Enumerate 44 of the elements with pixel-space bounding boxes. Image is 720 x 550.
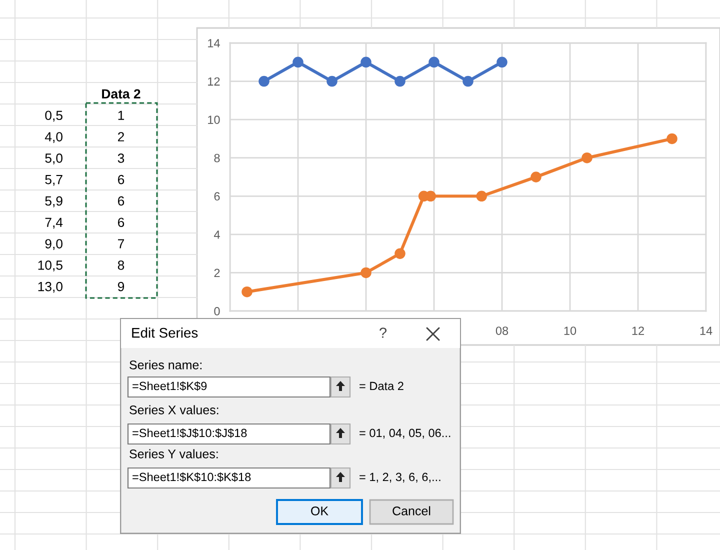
y-tick-label: 4 xyxy=(214,230,220,239)
text: Series Y values: xyxy=(130,449,218,458)
text: Series X values: xyxy=(130,405,218,414)
text: = 01, 04, 05, 06... xyxy=(360,428,450,439)
text: 5,7 xyxy=(45,175,62,186)
text: 10,5 xyxy=(38,260,62,272)
x-tick-label: 10 xyxy=(564,326,576,335)
text: =Sheet1!$K$10:$K$18 xyxy=(132,472,251,482)
text: 13,0 xyxy=(38,282,62,293)
y-tick-label: 8 xyxy=(214,154,220,162)
text: =Sheet1!$J$10:$J$18 xyxy=(132,428,247,438)
text: 3 xyxy=(118,154,124,163)
text: 7,4 xyxy=(45,218,63,229)
text: 8 xyxy=(118,260,124,270)
text: OK xyxy=(311,506,328,516)
y-tick-label: 14 xyxy=(208,39,220,48)
text: 1 xyxy=(118,110,124,120)
text: 9 xyxy=(118,282,124,292)
x-tick-label: 08 xyxy=(496,326,508,335)
text: 6 xyxy=(118,174,124,184)
text: ? xyxy=(380,328,387,338)
x-tick-label: 12 xyxy=(632,326,644,335)
text: 0,5 xyxy=(45,110,62,122)
text: 9,0 xyxy=(45,239,62,250)
y-tick-label: 0 xyxy=(214,307,220,316)
text: = Data 2 xyxy=(360,382,404,390)
x-tick-label: 14 xyxy=(700,326,712,335)
text: 5,0 xyxy=(45,154,62,164)
y-tick-label: 10 xyxy=(208,116,220,124)
y-tick-label: 12 xyxy=(208,77,220,86)
y-tick-label: 6 xyxy=(214,192,220,201)
text: 7 xyxy=(118,239,124,248)
text: =Sheet1!$K$9 xyxy=(132,381,207,391)
text: 6 xyxy=(118,196,124,206)
text: 6 xyxy=(118,218,124,228)
text: 5,9 xyxy=(45,196,62,208)
text: Data 2 xyxy=(102,89,140,99)
y-tick-label: 2 xyxy=(214,268,220,277)
text: Edit Series xyxy=(132,328,198,338)
text: Cancel xyxy=(392,506,430,516)
text: Series name: xyxy=(130,360,202,370)
text: 4,0 xyxy=(44,132,62,143)
text: 2 xyxy=(118,132,124,142)
text: = 1, 2, 3, 6, 6,... xyxy=(360,472,440,483)
